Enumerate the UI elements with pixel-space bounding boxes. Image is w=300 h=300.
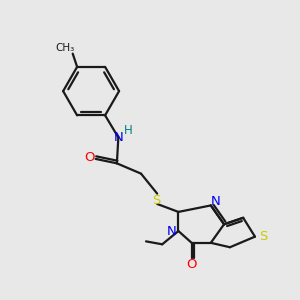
Text: N: N [167,225,177,238]
Text: O: O [84,151,94,164]
Text: S: S [152,194,161,207]
Text: N: N [113,131,123,144]
Text: O: O [186,257,197,271]
Text: N: N [211,195,221,208]
Text: H: H [123,124,132,137]
Text: S: S [259,230,267,243]
Text: CH₃: CH₃ [56,43,75,53]
